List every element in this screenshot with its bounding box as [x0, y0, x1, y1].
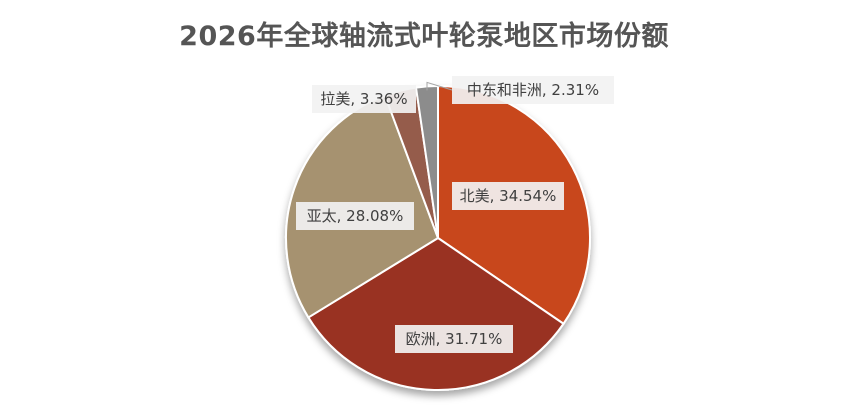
data-label-1: 北美, 34.54% — [452, 182, 564, 210]
data-label-text: 中东和非洲, 2.31% — [467, 81, 599, 99]
data-label-box — [312, 85, 416, 113]
data-label-5: 中东和非洲, 2.31% — [452, 76, 614, 104]
leader-line — [426, 81, 453, 91]
data-label-box — [395, 325, 513, 353]
data-label-text: 北美, 34.54% — [460, 187, 557, 205]
data-label-text: 亚太, 28.08% — [307, 207, 404, 225]
data-label-text: 欧洲, 31.71% — [406, 330, 503, 348]
data-label-2: 欧洲, 31.71% — [395, 325, 513, 353]
data-label-box — [452, 76, 614, 104]
data-label-4: 拉美, 3.36% — [312, 85, 416, 113]
data-label-text: 拉美, 3.36% — [320, 90, 407, 108]
data-label-box — [296, 202, 414, 230]
data-label-3: 亚太, 28.08% — [296, 202, 414, 230]
chart-title: 2026年全球轴流式叶轮泵地区市场份额 — [179, 21, 669, 52]
data-label-box — [452, 182, 564, 210]
